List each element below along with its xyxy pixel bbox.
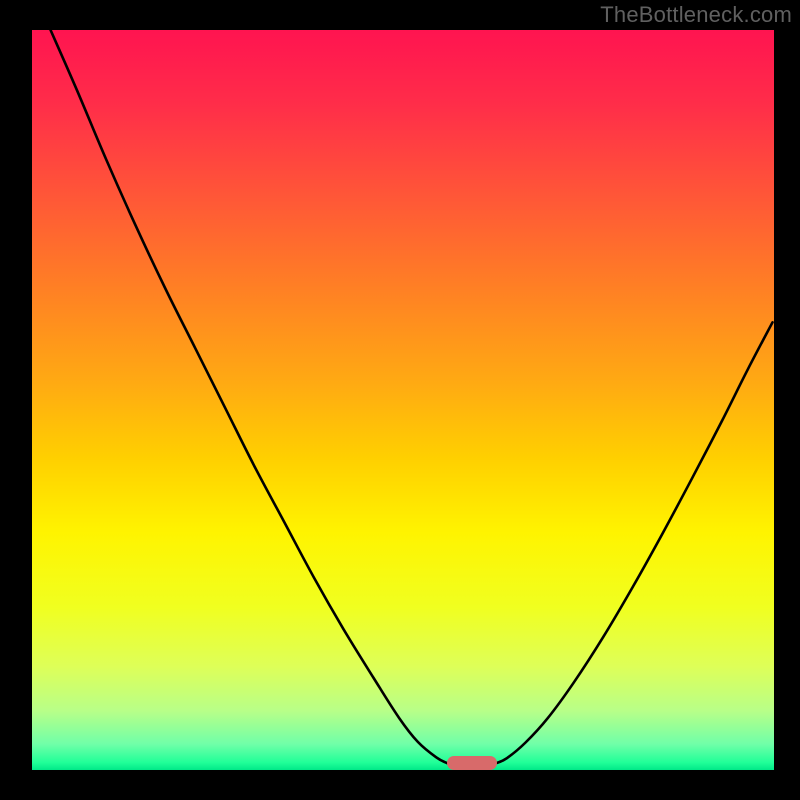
bottleneck-curve <box>32 30 774 770</box>
plot-area <box>32 30 774 770</box>
optimal-point-marker <box>447 756 497 770</box>
watermark-text: TheBottleneck.com <box>600 2 792 28</box>
curve-right-branch <box>496 322 773 763</box>
curve-left-branch <box>51 30 448 763</box>
chart-container: TheBottleneck.com <box>0 0 800 800</box>
